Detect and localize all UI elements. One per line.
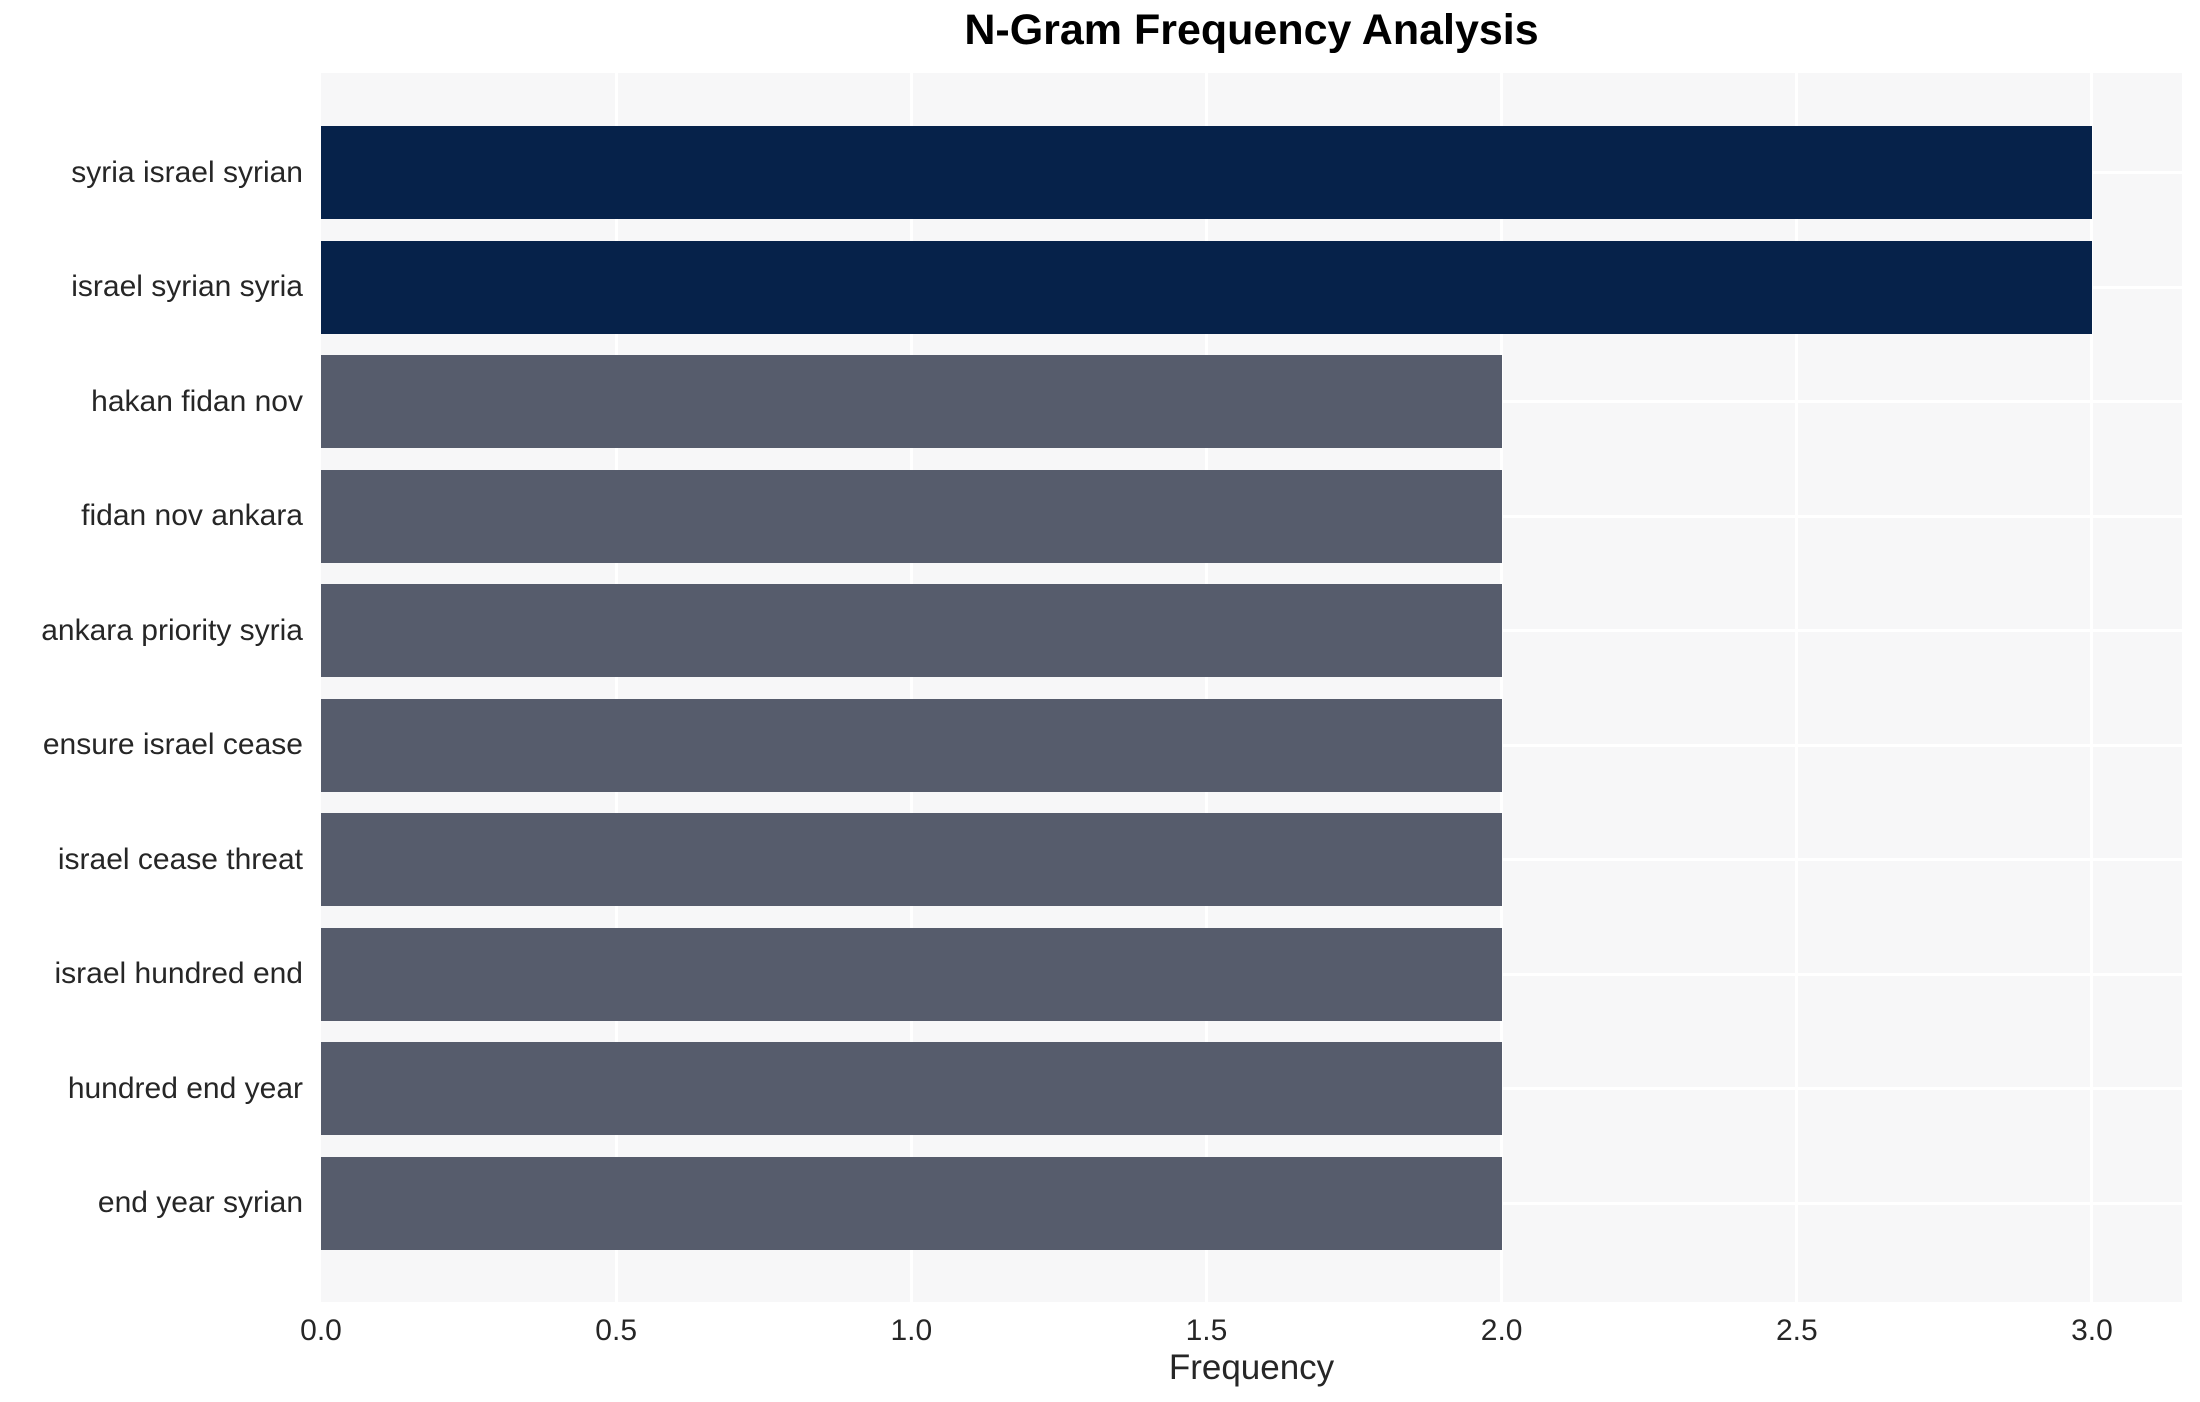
x-axis-tick-label: 2.0 [1480,1314,1523,1347]
x-axis-tick-label: 1.5 [1185,1314,1228,1347]
y-axis-label: israel hundred end [54,957,303,991]
bar [321,927,1502,1021]
bar [321,1156,1502,1250]
y-axis-label: ensure israel cease [42,728,303,762]
x-axis-tick-label: 0.5 [595,1314,638,1347]
grid-line-vertical [909,73,913,1302]
bar [321,813,1502,907]
x-axis-title: Frequency [1168,1348,1335,1387]
y-axis-label: syria israel syrian [71,155,303,189]
x-axis-tick-label: 2.5 [1775,1314,1818,1347]
grid-line-vertical [1204,73,1208,1302]
y-axis-label: hakan fidan nov [91,384,303,418]
chart-title: N-Gram Frequency Analysis [964,6,1539,54]
y-axis-label: fidan nov ankara [81,499,303,533]
y-axis-label: israel cease threat [57,842,303,876]
bar [321,1042,1502,1136]
grid-line-vertical [1795,73,1799,1302]
y-axis-label: israel syrian syria [71,270,303,304]
bar [321,698,1502,792]
grid-line-vertical [614,73,618,1302]
bar [321,126,2092,219]
bar [321,469,1502,563]
bar [321,240,2092,334]
grid-line-vertical [2090,73,2094,1302]
y-axis-label: hundred end year [67,1071,303,1105]
y-axis-label: ankara priority syria [41,613,303,647]
y-axis-label: end year syrian [97,1186,303,1220]
x-axis-tick-label: 0.0 [300,1314,342,1347]
x-axis-tick-label: 1.0 [890,1314,933,1347]
plot-area [321,73,2182,1302]
x-axis-tick-label: 3.0 [2071,1314,2113,1347]
bar [321,584,1502,678]
bar [321,355,1502,449]
grid-line-vertical [1500,73,1504,1302]
